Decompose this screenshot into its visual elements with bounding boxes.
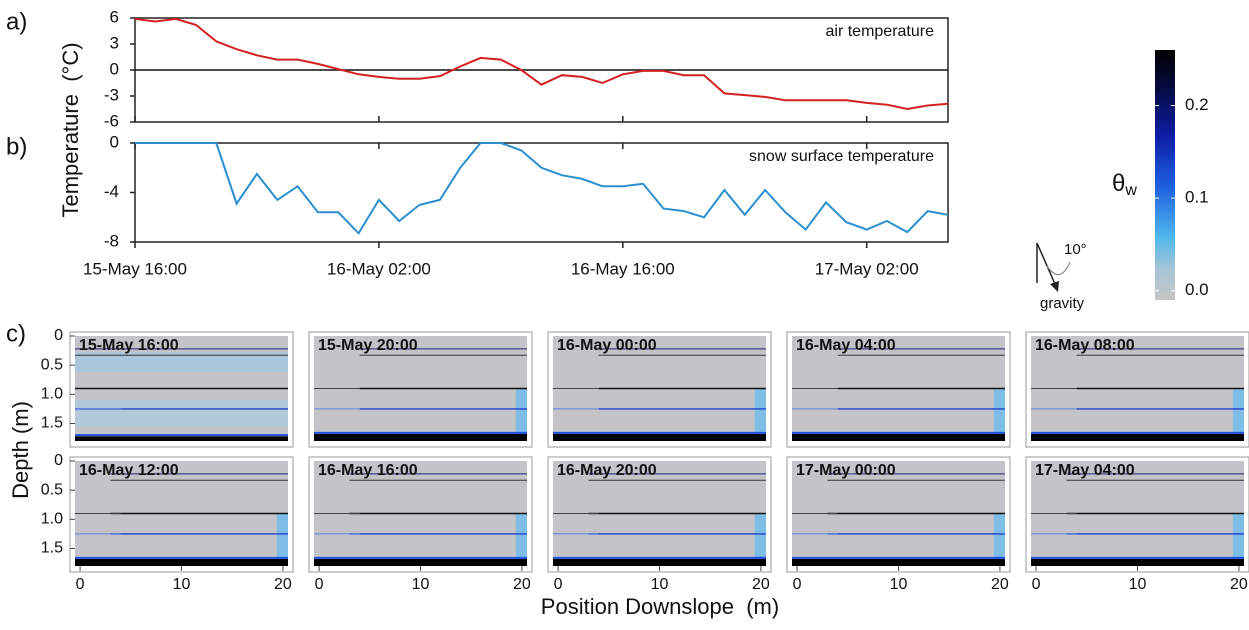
saturated-base [75,559,288,566]
annotation: snow surface temperature [749,148,934,165]
y-tick-label: 0 [54,327,63,344]
y-tick-label: 0 [110,132,119,151]
panel-title: 16-May 00:00 [557,337,657,354]
annotation: air temperature [826,23,935,40]
x-tick-label: 20 [752,576,770,593]
panel-title: 16-May 20:00 [557,462,657,479]
y-tick-label: 1.0 [41,511,63,528]
y-tick-label: -8 [104,231,119,250]
x-tick-label: 15-May 16:00 [83,259,187,278]
colorbar-subscript: w [1124,182,1137,199]
wet-column [1232,513,1244,561]
panel-title: 15-May 16:00 [79,337,179,354]
colorbar-symbol: θ [1112,170,1125,197]
x-tick-label: 0 [1032,576,1041,593]
y-tick-label: -4 [104,182,119,201]
series-line [134,17,949,111]
x-tick-label: 20 [274,576,292,593]
y-tick-label: -6 [104,111,119,130]
x-tick-label: 0 [793,576,802,593]
wet-column [754,388,766,436]
y-tick-label: 1.0 [41,386,63,403]
y-tick-label: 3 [110,33,119,52]
x-tick-label: 10 [651,576,669,593]
angle-label: 10° [1064,241,1087,258]
y-tick-label: 1.5 [41,415,63,432]
saturated-base [553,559,766,566]
angle-arc [1046,261,1071,276]
saturated-base [314,434,527,441]
saturated-base [792,559,1005,566]
panel-title: 16-May 04:00 [796,337,896,354]
x-tick-label: 10 [173,576,191,593]
x-tick-label: 0 [76,576,85,593]
colorbar-tick-label: 0.0 [1185,280,1209,299]
x-tick-label: 16-May 02:00 [327,259,431,278]
x-tick-label: 16-May 16:00 [571,259,675,278]
panel-title: 16-May 12:00 [79,462,179,479]
x-tick-label: 10 [890,576,908,593]
panel-title: 15-May 20:00 [318,337,418,354]
wet-column [276,513,288,561]
y-tick-label: 0.5 [41,356,63,373]
saturated-base [75,436,288,441]
y-tick-label: 6 [110,7,119,26]
colorbar [1155,50,1175,300]
panel-title: 16-May 08:00 [1035,337,1135,354]
x-tick-label: 0 [315,576,324,593]
colorbar-tick-label: 0.1 [1185,188,1209,207]
panel-title: 16-May 16:00 [318,462,418,479]
wet-column [993,388,1005,436]
x-tick-label: 20 [1230,576,1248,593]
saturated-base [314,559,527,566]
saturated-base [1031,559,1244,566]
gravity-arrow [1036,242,1056,285]
panel-title: 17-May 00:00 [796,462,896,479]
wet-layer [75,352,288,373]
gravity-label: gravity [1040,295,1085,312]
x-tick-label: 20 [513,576,531,593]
colorbar-label: θw [1112,170,1137,199]
series-line [135,142,949,235]
saturated-base [553,434,766,441]
x-tick-label: 17-May 02:00 [815,259,919,278]
wet-column [754,513,766,561]
panel-title: 17-May 04:00 [1035,462,1135,479]
wet-column [1232,388,1244,436]
panel-label: b) [6,133,27,160]
wet-column [515,388,527,436]
y-tick-label: 1.5 [41,540,63,557]
wet-layer [75,400,288,427]
x-tick-label: 10 [1129,576,1147,593]
wet-column [993,513,1005,561]
colorbar-tick-label: 0.2 [1185,95,1209,114]
x-tick-label: 10 [412,576,430,593]
y-tick-label: 0 [54,452,63,469]
y-tick-label: -3 [104,85,119,104]
panel-label: c) [6,320,26,347]
wet-column [515,513,527,561]
x-axis-label: Position Downslope (m) [541,594,779,619]
saturated-base [792,434,1005,441]
x-tick-label: 0 [554,576,563,593]
panel-label: a) [6,8,27,35]
y-axis-label: Depth (m) [8,401,33,499]
x-tick-label: 20 [991,576,1009,593]
gravity-arrowhead [1050,281,1059,292]
saturated-base [1031,434,1244,441]
y-tick-label: 0 [110,59,119,78]
y-tick-label: 0.5 [41,481,63,498]
y-axis-label: Temperature (°C) [58,42,83,217]
